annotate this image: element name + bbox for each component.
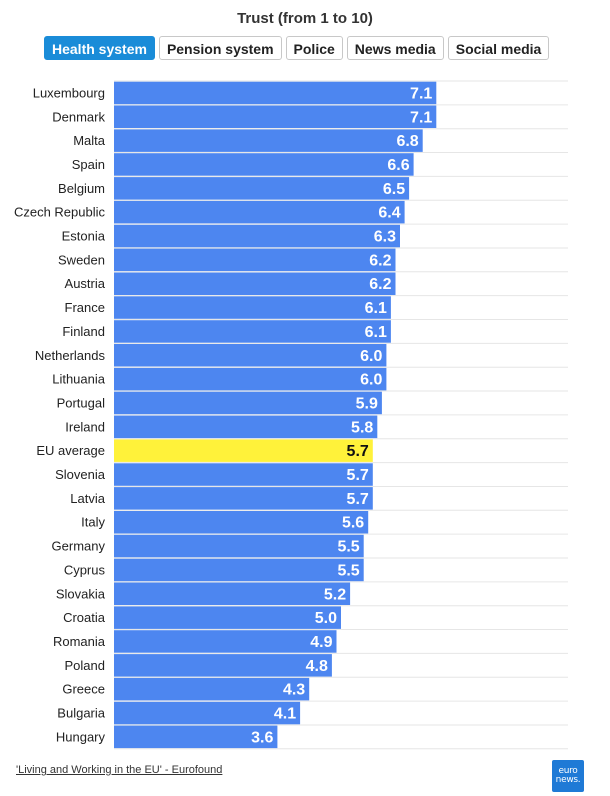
bar-germany[interactable] [114, 534, 364, 558]
bar-bulgaria[interactable] [114, 701, 301, 725]
value-label: 5.5 [337, 562, 359, 579]
logo-text-line1: euro [558, 766, 578, 776]
logo-text-line2: news. [555, 775, 581, 785]
bar-chart: Luxembourg 7.1 Denmark 7.1 Malta 6.8 Spain 6.6 B… [14, 80, 568, 750]
value-label: 4.9 [310, 634, 332, 651]
value-label: 5.0 [315, 610, 337, 627]
bar-france[interactable] [114, 296, 391, 319]
category-label: Czech Republic [14, 205, 106, 220]
bar-ireland[interactable] [114, 415, 378, 439]
tab-health-system[interactable]: Health system [44, 36, 155, 60]
category-label: Ireland [65, 419, 105, 434]
bar-greece[interactable] [114, 677, 310, 701]
category-label: Belgium [58, 181, 105, 196]
category-label: Slovakia [56, 586, 106, 601]
value-label: 7.1 [410, 109, 432, 126]
source-link[interactable]: 'Living and Working in the EU' - Eurofou… [16, 764, 223, 776]
category-label: Slovenia [55, 467, 106, 482]
chart-title: Trust (from 1 to 10) [237, 10, 373, 27]
value-label: 5.6 [342, 515, 364, 532]
value-label: 5.7 [347, 491, 369, 508]
value-label: 5.5 [337, 539, 359, 556]
value-label: 5.7 [347, 467, 369, 484]
bar-lithuania[interactable] [114, 367, 387, 391]
bar-estonia[interactable] [114, 224, 400, 248]
category-label: Luxembourg [33, 85, 105, 100]
value-label: 6.8 [396, 133, 418, 150]
tab-news-media[interactable]: News media [346, 36, 444, 60]
category-label: EU average [36, 443, 105, 458]
value-label: 7.1 [410, 85, 432, 102]
bar-croatia[interactable] [114, 606, 341, 629]
category-label: Bulgaria [57, 706, 105, 721]
category-label: Denmark [52, 109, 105, 124]
value-label: 6.2 [369, 276, 391, 293]
value-label: 6.3 [374, 229, 396, 246]
value-label: 6.4 [378, 205, 400, 222]
bar-italy[interactable] [114, 511, 369, 534]
category-label: Italy [81, 515, 105, 530]
category-label: Poland [65, 658, 105, 673]
value-label: 4.8 [306, 658, 328, 675]
category-label: Spain [72, 157, 105, 172]
bar-malta[interactable] [114, 129, 423, 152]
value-label: 5.7 [347, 443, 369, 460]
bar-slovenia[interactable] [114, 463, 373, 486]
value-label: 6.1 [365, 300, 387, 317]
value-label: 5.9 [356, 396, 378, 413]
bar-sweden[interactable] [114, 248, 396, 272]
category-label: Germany [52, 539, 106, 554]
bar-netherlands[interactable] [114, 344, 387, 367]
bar-belgium[interactable] [114, 177, 410, 200]
category-label: Malta [73, 133, 106, 148]
bar-czech-republic[interactable] [114, 200, 405, 224]
category-label: Hungary [56, 729, 106, 744]
category-label: Estonia [62, 229, 106, 244]
value-label: 4.3 [283, 682, 305, 699]
category-label: Sweden [58, 252, 105, 267]
bar-poland[interactable] [114, 654, 332, 677]
bar-portugal[interactable] [114, 391, 382, 415]
tab-pension-system[interactable]: Pension system [158, 36, 282, 60]
category-label: Croatia [63, 610, 106, 625]
bar-hungary[interactable] [114, 725, 278, 749]
bar-slovakia[interactable] [114, 582, 351, 606]
category-label: Latvia [70, 491, 105, 506]
value-label: 6.6 [387, 157, 409, 174]
value-label: 4.1 [274, 706, 296, 723]
category-label: Portugal [57, 396, 106, 411]
tab-police[interactable]: Police [285, 36, 343, 60]
bar-austria[interactable] [114, 272, 396, 296]
category-tabs: Health system Pension system Police News… [44, 36, 550, 60]
value-label: 3.6 [251, 729, 273, 746]
category-label: France [65, 300, 105, 315]
bar-spain[interactable] [114, 153, 414, 176]
category-label: Finland [62, 324, 105, 339]
bar-cyprus[interactable] [114, 558, 364, 582]
value-label: 6.1 [365, 324, 387, 341]
bar-romania[interactable] [114, 630, 337, 653]
bar-latvia[interactable] [114, 487, 373, 510]
value-label: 6.2 [369, 252, 391, 269]
bar-denmark[interactable] [114, 105, 437, 129]
category-label: Austria [65, 276, 106, 291]
bar-finland[interactable] [114, 320, 391, 343]
value-label: 6.0 [360, 348, 382, 365]
category-label: Netherlands [35, 348, 106, 363]
category-label: Lithuania [52, 372, 106, 387]
value-label: 6.5 [383, 181, 405, 198]
value-label: 6.0 [360, 372, 382, 389]
bar-luxembourg[interactable] [114, 81, 437, 105]
value-label: 5.2 [324, 586, 346, 603]
euronews-logo: euro news. [552, 760, 584, 792]
category-label: Romania [53, 634, 106, 649]
category-label: Cyprus [64, 562, 106, 577]
value-label: 5.8 [351, 419, 373, 436]
tab-social-media[interactable]: Social media [447, 36, 550, 60]
category-label: Greece [62, 682, 105, 697]
bar-eu-average[interactable] [114, 439, 373, 462]
